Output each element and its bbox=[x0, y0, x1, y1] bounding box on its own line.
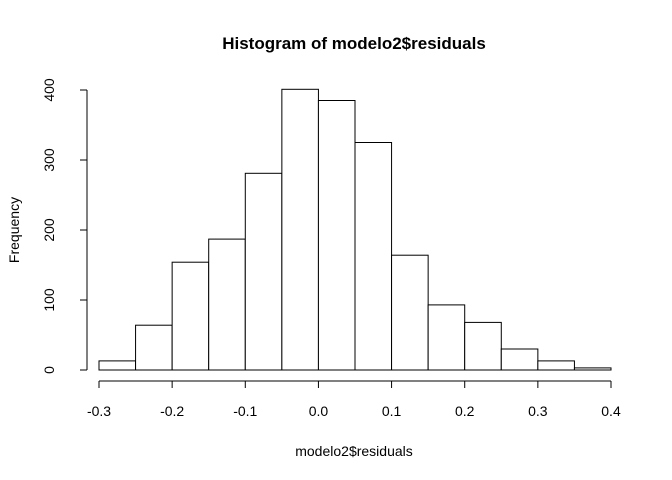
y-tick-label: 300 bbox=[41, 148, 57, 172]
histogram-bar bbox=[354, 142, 393, 371]
histogram-bar bbox=[500, 348, 539, 371]
y-tick-label: 100 bbox=[41, 288, 57, 312]
y-tick-label: 400 bbox=[41, 78, 57, 102]
histogram-bar bbox=[537, 360, 575, 371]
histogram-bar bbox=[391, 254, 429, 371]
y-axis-label: Frequency bbox=[6, 197, 22, 263]
x-axis: -0.3 -0.2 -0.1 0.0 0.1 0.2 0.3 0.4 bbox=[87, 380, 621, 419]
histogram-bar bbox=[573, 367, 612, 371]
x-tick-label: 0.4 bbox=[601, 403, 621, 419]
x-tick-label: -0.2 bbox=[160, 403, 184, 419]
x-tick-label: 0.3 bbox=[528, 403, 548, 419]
x-tick-label: -0.1 bbox=[233, 403, 257, 419]
y-tick-label: 0 bbox=[41, 366, 57, 374]
bars-group bbox=[98, 88, 612, 371]
chart-title: Histogram of modelo2$residuals bbox=[222, 34, 486, 53]
x-tick-label: 0.2 bbox=[455, 403, 475, 419]
histogram-bar bbox=[208, 238, 246, 371]
y-tick-label: 200 bbox=[41, 218, 57, 242]
histogram-bar bbox=[98, 360, 137, 371]
histogram-bar bbox=[135, 324, 173, 371]
x-tick-label: -0.3 bbox=[87, 403, 111, 419]
histogram-bar bbox=[281, 88, 319, 371]
histogram-bar bbox=[427, 304, 466, 371]
x-tick-label: 0.0 bbox=[309, 403, 329, 419]
histogram-bar bbox=[317, 100, 356, 371]
x-axis-label: modelo2$residuals bbox=[295, 443, 413, 459]
histogram-bar bbox=[464, 321, 502, 371]
histogram-bar bbox=[171, 261, 210, 371]
histogram-bar bbox=[244, 172, 283, 371]
y-axis: 0 100 200 300 400 bbox=[41, 78, 88, 374]
x-tick-label: 0.1 bbox=[382, 403, 402, 419]
